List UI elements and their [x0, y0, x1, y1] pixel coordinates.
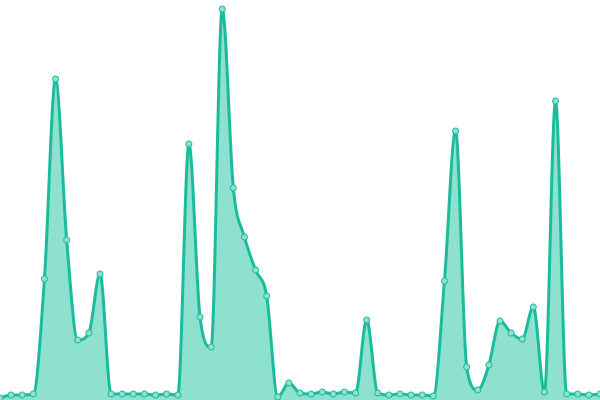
data-point [429, 392, 437, 400]
data-point [18, 391, 26, 399]
data-point [29, 390, 37, 398]
data-point [63, 236, 71, 244]
data-point [474, 386, 482, 394]
data-point [396, 390, 404, 398]
data-point [263, 292, 271, 300]
data-point [407, 391, 415, 399]
data-points [0, 5, 600, 400]
data-point [352, 389, 360, 397]
data-point [340, 388, 348, 396]
data-point [174, 391, 182, 399]
data-point [0, 394, 4, 400]
data-point [552, 97, 560, 105]
data-point [496, 317, 504, 325]
data-point [118, 390, 126, 398]
data-point [363, 316, 371, 324]
data-point [574, 390, 582, 398]
data-point [107, 390, 115, 398]
data-point [440, 277, 448, 285]
data-point [229, 184, 237, 192]
data-point [374, 389, 382, 397]
data-point [129, 390, 137, 398]
data-point [74, 336, 82, 344]
data-point [463, 363, 471, 371]
data-point [518, 335, 526, 343]
data-point [218, 5, 226, 13]
data-point [207, 343, 215, 351]
data-point [318, 388, 326, 396]
data-point [96, 270, 104, 278]
data-point [52, 75, 60, 83]
data-point [85, 329, 93, 337]
data-point [418, 391, 426, 399]
data-point [152, 391, 160, 399]
data-point [296, 389, 304, 397]
data-point [196, 313, 204, 321]
data-point [140, 390, 148, 398]
data-point [252, 266, 260, 274]
data-point [529, 303, 537, 311]
data-point [585, 391, 593, 399]
data-point [240, 233, 248, 241]
data-point [307, 390, 315, 398]
data-point [385, 391, 393, 399]
data-point [274, 393, 282, 400]
data-point [452, 127, 460, 135]
data-point [185, 140, 193, 148]
data-point [163, 390, 171, 398]
data-point [329, 390, 337, 398]
data-point [507, 329, 515, 337]
data-point [563, 390, 571, 398]
data-point [540, 388, 548, 396]
data-point [7, 391, 15, 399]
data-point [485, 361, 493, 369]
data-point [596, 390, 600, 398]
data-point [40, 275, 48, 283]
area-fill [0, 9, 600, 400]
data-point [285, 379, 293, 387]
